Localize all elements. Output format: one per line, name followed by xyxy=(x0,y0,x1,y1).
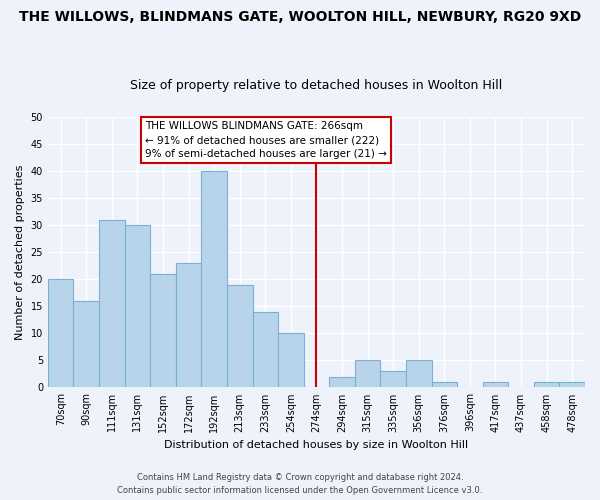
Bar xyxy=(355,360,380,388)
Bar xyxy=(431,382,457,388)
Bar xyxy=(534,382,559,388)
Bar xyxy=(559,382,585,388)
Bar xyxy=(99,220,125,388)
Bar xyxy=(380,371,406,388)
Bar xyxy=(406,360,431,388)
Text: Contains HM Land Registry data © Crown copyright and database right 2024.
Contai: Contains HM Land Registry data © Crown c… xyxy=(118,474,482,495)
Bar xyxy=(176,263,202,388)
Bar xyxy=(125,225,150,388)
Bar xyxy=(482,382,508,388)
Bar xyxy=(48,279,73,388)
Bar xyxy=(150,274,176,388)
Bar xyxy=(278,334,304,388)
Bar xyxy=(202,171,227,388)
Bar xyxy=(73,301,99,388)
Text: THE WILLOWS BLINDMANS GATE: 266sqm
← 91% of detached houses are smaller (222)
9%: THE WILLOWS BLINDMANS GATE: 266sqm ← 91%… xyxy=(145,121,387,159)
X-axis label: Distribution of detached houses by size in Woolton Hill: Distribution of detached houses by size … xyxy=(164,440,469,450)
Y-axis label: Number of detached properties: Number of detached properties xyxy=(15,164,25,340)
Bar xyxy=(227,284,253,388)
Bar xyxy=(253,312,278,388)
Title: Size of property relative to detached houses in Woolton Hill: Size of property relative to detached ho… xyxy=(130,79,503,92)
Text: THE WILLOWS, BLINDMANS GATE, WOOLTON HILL, NEWBURY, RG20 9XD: THE WILLOWS, BLINDMANS GATE, WOOLTON HIL… xyxy=(19,10,581,24)
Bar xyxy=(329,376,355,388)
